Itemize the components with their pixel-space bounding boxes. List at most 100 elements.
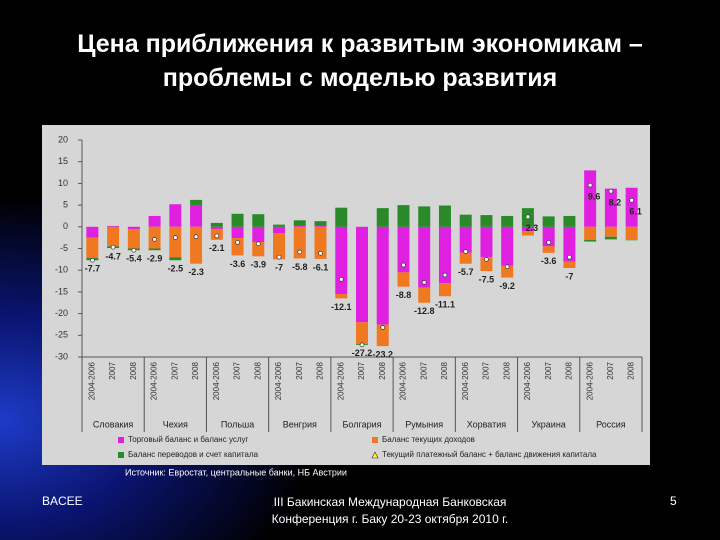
bar-segment bbox=[190, 199, 203, 206]
footer-line: Конференция г. Баку 20-23 октября 2010 г… bbox=[271, 512, 509, 526]
total-marker bbox=[235, 240, 240, 245]
data-label: -2.3 bbox=[188, 267, 204, 277]
x-tick-label: 2004-2006 bbox=[274, 361, 283, 400]
bar-segment bbox=[542, 216, 555, 227]
x-tick-label: 2008 bbox=[191, 361, 200, 379]
bar-segment bbox=[563, 215, 576, 227]
data-label: -11.1 bbox=[435, 300, 455, 310]
x-tick-label: 2007 bbox=[357, 361, 366, 379]
bar-segment bbox=[418, 287, 431, 303]
data-label: -8.8 bbox=[396, 290, 412, 300]
total-marker bbox=[567, 254, 572, 260]
total-marker bbox=[255, 241, 261, 247]
group-label: Венгрия bbox=[283, 419, 317, 429]
footer-line: III Бакинская Международная Банковская bbox=[273, 495, 507, 509]
bar-segment bbox=[376, 208, 389, 227]
bar-segment bbox=[604, 236, 617, 240]
bar-segment bbox=[107, 226, 120, 247]
total-marker bbox=[214, 233, 220, 239]
data-label: 8.2 bbox=[609, 198, 622, 208]
bar-segment bbox=[625, 226, 638, 240]
legend-swatch bbox=[371, 451, 379, 459]
x-tick-label: 2004-2006 bbox=[336, 361, 345, 400]
total-marker bbox=[152, 237, 157, 242]
legend-label: Торговый баланс и баланс услуг bbox=[128, 435, 249, 444]
legend-swatch bbox=[372, 437, 378, 443]
data-label: -2.9 bbox=[147, 254, 163, 264]
total-marker bbox=[525, 214, 531, 220]
data-label: -5.7 bbox=[458, 267, 474, 277]
bar-segment bbox=[273, 226, 286, 234]
total-marker bbox=[276, 254, 282, 260]
y-tick-label: 10 bbox=[58, 178, 68, 188]
bar-segment bbox=[190, 226, 203, 264]
legend-label: Текущий платежный баланс + баланс движен… bbox=[382, 450, 597, 459]
data-label: 6.1 bbox=[629, 207, 642, 217]
total-marker bbox=[608, 188, 614, 194]
y-tick-label: -30 bbox=[55, 351, 68, 361]
bar-segment bbox=[501, 226, 514, 266]
total-marker bbox=[193, 234, 199, 240]
bar-segment bbox=[127, 226, 140, 229]
bar-segment bbox=[335, 226, 348, 295]
bar-segment bbox=[438, 283, 451, 297]
bar-segment bbox=[356, 226, 368, 323]
data-label: -5.8 bbox=[292, 262, 308, 272]
x-tick-label: 2008 bbox=[565, 361, 574, 379]
legend-swatch bbox=[118, 437, 124, 443]
x-tick-label: 2007 bbox=[295, 361, 304, 379]
bar-segment bbox=[356, 322, 368, 344]
x-tick-label: 2007 bbox=[544, 361, 553, 379]
x-tick-label: 2007 bbox=[419, 361, 428, 379]
bar-segment bbox=[625, 187, 638, 227]
bar-segment bbox=[86, 226, 99, 238]
bar-segment bbox=[252, 241, 265, 257]
bar-segment bbox=[231, 238, 244, 256]
title-line: проблемы с моделью развития bbox=[162, 64, 558, 92]
data-label: -7 bbox=[565, 271, 573, 281]
data-label: -4.7 bbox=[105, 251, 121, 261]
bar-segment bbox=[273, 224, 286, 227]
x-tick-label: 2008 bbox=[627, 361, 636, 379]
bar-segment bbox=[584, 226, 597, 240]
total-marker bbox=[546, 240, 552, 245]
bar-segment bbox=[252, 226, 265, 242]
x-tick-label: 2004-2006 bbox=[150, 361, 159, 400]
total-marker bbox=[401, 262, 406, 268]
bar-segment bbox=[148, 248, 161, 251]
data-label: -3.6 bbox=[230, 259, 246, 269]
data-label: -7.7 bbox=[85, 264, 101, 274]
bar-segment bbox=[418, 206, 431, 227]
bar-segment bbox=[521, 231, 534, 236]
data-label: -12.8 bbox=[414, 306, 435, 316]
bar-segment bbox=[438, 226, 451, 284]
data-label: -5.4 bbox=[126, 254, 142, 264]
x-tick-label: 2008 bbox=[440, 361, 449, 379]
bar-segment bbox=[459, 214, 472, 227]
x-tick-label: 2008 bbox=[316, 361, 325, 379]
bar-segment bbox=[563, 261, 576, 269]
bar-segment bbox=[604, 226, 617, 237]
total-marker bbox=[484, 257, 489, 262]
bar-segment bbox=[293, 220, 306, 226]
x-tick-label: 2008 bbox=[378, 361, 387, 379]
bar-segment bbox=[438, 205, 451, 227]
x-tick-label: 2004-2006 bbox=[461, 361, 470, 400]
total-marker bbox=[131, 247, 137, 253]
x-tick-label: 2007 bbox=[170, 361, 179, 379]
bar-segment bbox=[273, 233, 286, 260]
bar-segment bbox=[148, 215, 161, 227]
bar-segment bbox=[169, 257, 182, 261]
bar-segment bbox=[604, 188, 617, 227]
title-line: Цена приближения к развитым экономикам – bbox=[77, 30, 643, 58]
data-label: -9.2 bbox=[499, 281, 515, 291]
x-tick-label: 2004-2006 bbox=[523, 361, 532, 400]
bar-segment bbox=[210, 226, 223, 229]
bar-segment bbox=[314, 226, 327, 259]
bar-segment bbox=[190, 205, 203, 227]
bar-segment bbox=[480, 215, 493, 227]
total-marker bbox=[318, 250, 323, 256]
bar-segment bbox=[563, 226, 576, 262]
bar-segment bbox=[397, 205, 410, 227]
